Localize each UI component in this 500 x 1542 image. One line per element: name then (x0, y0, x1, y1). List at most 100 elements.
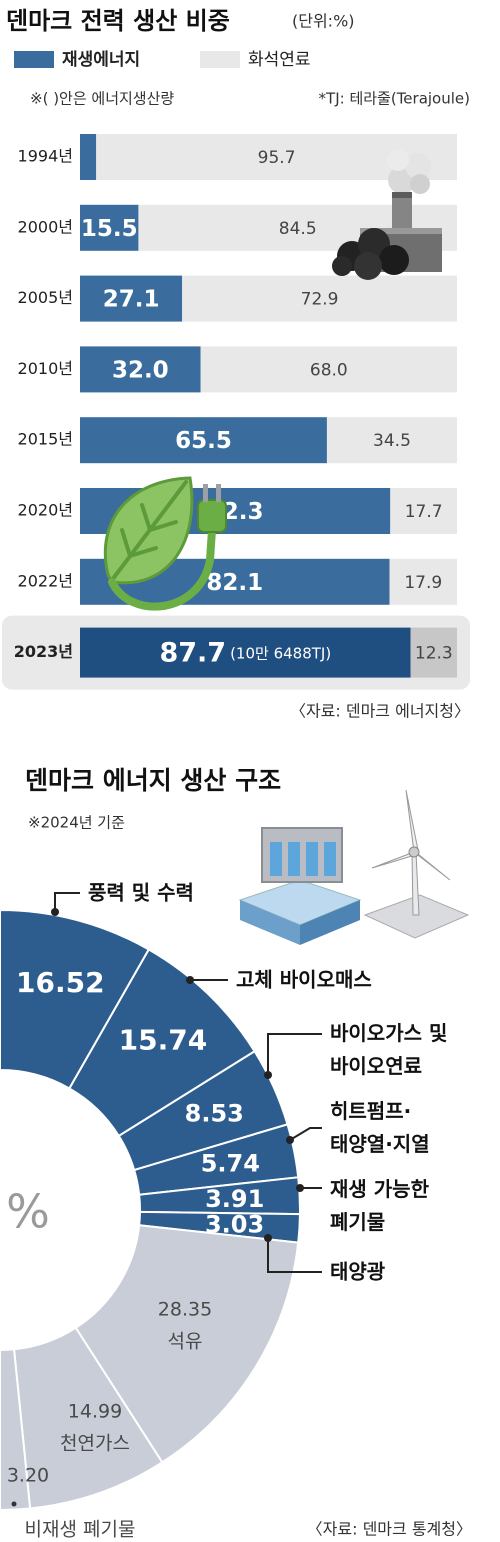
leaf-plug-icon (103, 476, 227, 611)
pie-slice (74, 1224, 300, 1464)
bar-segment (80, 134, 97, 180)
coal-factory-icon-part (392, 192, 412, 198)
bar-segment (410, 627, 457, 678)
bar-segment (200, 346, 457, 393)
leaf-plug-icon-part (216, 484, 221, 502)
coal-factory-icon-part (360, 228, 442, 234)
center-label: % (6, 1185, 50, 1239)
hydro-dam-icon-part (306, 842, 318, 876)
value-label: 16.52 (16, 966, 105, 999)
leaf-plug-icon-part (203, 484, 208, 502)
value-label: 17.7 (405, 502, 443, 522)
y-tick-label: 2010년 (18, 359, 73, 378)
value-label-group: 32.0 (112, 357, 169, 383)
value-label-group: 87.7 (10만 6488TJ) (159, 637, 331, 668)
bar-segment (389, 558, 457, 605)
legend-swatch (200, 51, 240, 68)
bar-segment (390, 488, 457, 534)
value-label-group: 15.5 (81, 215, 138, 241)
wind-turbine-icon-part (408, 846, 420, 858)
wind-turbine-icon-part (363, 894, 470, 939)
pie-chart: % 16.52 15.74 8.53 5.74 3.913.03 28.35 석유 14.99 천… (0, 892, 322, 1541)
value-label-group: 72.9 (301, 290, 339, 310)
chart-subtitle: ※2024년 기준 (28, 814, 125, 832)
leader-dot (51, 908, 59, 916)
note: *TJ: 테라줄(Terajoule) (319, 90, 470, 108)
value-label: 15.74 (119, 1024, 208, 1057)
value-label: 15.5 (81, 215, 138, 241)
leaf-plug-icon-part (108, 526, 216, 611)
value-label-group: 17.7 (405, 502, 443, 522)
value-label: 32.0 (112, 357, 169, 383)
value-label-group: 84.5 (279, 219, 317, 239)
y-tick-label: 1994년 (18, 147, 73, 166)
value-label-group: 65.5 (175, 428, 232, 454)
value-label: 17.9 (404, 573, 442, 593)
note: ※( )안은 에너지생산량 (30, 90, 174, 108)
hydro-dam-icon-part (288, 842, 300, 876)
value-label: 95.7 (258, 148, 296, 168)
y-tick-label: 2015년 (18, 430, 73, 449)
slice-label: 태양광 (330, 1259, 386, 1284)
value-label-group: 95.7 (258, 148, 296, 168)
value-label-group: 27.1 (103, 286, 160, 312)
value-note: (10만 6488TJ) (230, 644, 331, 662)
chart-subtitle: (단위:%) (292, 12, 355, 31)
value-label-group: 68.0 (310, 360, 348, 380)
value-label: 72.9 (301, 290, 339, 310)
value-label: 28.35 (158, 1299, 212, 1321)
value-label: 8.53 (185, 1099, 244, 1127)
slice-label: 천연가스 (60, 1433, 130, 1455)
slice-label: 바이오가스 및 바이오연료 (330, 1021, 448, 1078)
value-label: 65.5 (175, 428, 232, 454)
leader-dot (186, 976, 194, 984)
bar-chart: 재생에너지화석연료1994년4.3(6275TJ*)95.72000년15.58… (2, 50, 470, 690)
legend-label: 재생에너지 (62, 50, 140, 70)
value-label: 68.0 (310, 360, 348, 380)
slice-label: 재생 가능한 폐기물 (330, 1177, 429, 1234)
leader-line (54, 892, 80, 912)
leader-line (289, 1127, 322, 1141)
bar-segment (80, 346, 201, 393)
value-label: 12.3 (415, 644, 453, 664)
value-label-group: 82.1 (206, 569, 263, 595)
y-tick-label: 2000년 (18, 217, 73, 236)
slice-label: 비재생 폐기물 (25, 1519, 136, 1541)
source: 〈자료: 덴마크 통계청〉 (307, 1520, 472, 1539)
value-label-group: 17.9 (404, 573, 442, 593)
bar-segment (80, 417, 327, 464)
wind-turbine-icon-part (371, 789, 451, 881)
leader-dot (296, 1184, 304, 1192)
hydro-dam-icon-part (240, 900, 300, 945)
value-label: 3.03 (205, 1210, 264, 1238)
leader-line (267, 1033, 322, 1075)
value-label: 82.1 (206, 569, 263, 595)
legend-label: 화석연료 (248, 50, 311, 70)
slice-label: 히트펌프· 태양열·지열 (330, 1099, 430, 1156)
coal-factory-icon-part (410, 174, 430, 194)
slice-label: 석유 (168, 1331, 203, 1353)
value-label: 34.5 (373, 431, 411, 451)
coal-factory-icon-part (332, 256, 352, 276)
bar-segment (182, 275, 458, 322)
y-tick-label: 2023년 (14, 642, 73, 661)
source: 〈자료: 덴마크 에너지청〉 (290, 702, 470, 721)
leader-dot (11, 1501, 17, 1507)
hydro-dam-icon-part (270, 842, 282, 876)
legend-swatch (14, 51, 54, 68)
leader-dot (286, 1136, 294, 1144)
chart-title: 덴마크 전력 생산 비중 (6, 7, 230, 35)
value-label: 87.7 (159, 637, 226, 668)
hydro-dam-icon (238, 827, 362, 945)
value-label: 5.74 (201, 1149, 260, 1177)
bar-segment (80, 275, 183, 322)
hydro-dam-icon-part (300, 900, 360, 945)
coal-factory-icon-part (405, 153, 431, 179)
value-label-group: 34.5 (373, 431, 411, 451)
y-tick-label: 2020년 (18, 501, 73, 520)
coal-factory-icon-part (354, 252, 382, 280)
value-label: 14.99 (68, 1401, 122, 1423)
slice-label: 풍력 및 수력 (88, 880, 194, 905)
hydro-dam-icon-part (324, 842, 336, 876)
